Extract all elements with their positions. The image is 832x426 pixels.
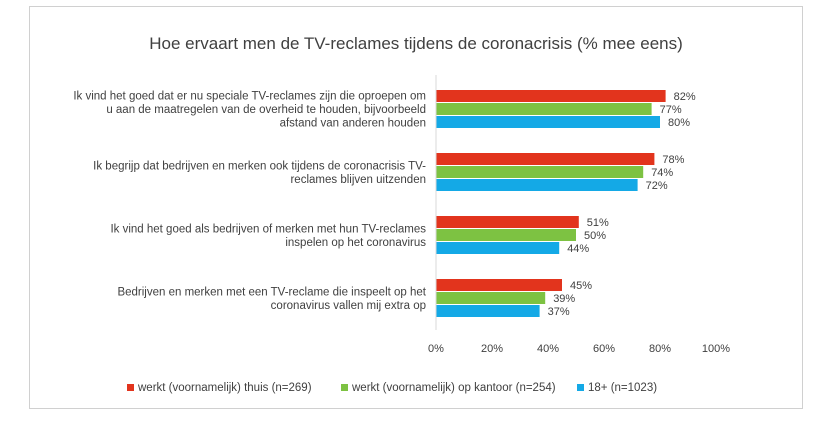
data-label: 78%: [662, 154, 684, 166]
data-label: 74%: [651, 167, 673, 179]
bar: [436, 242, 560, 254]
bar: [436, 103, 652, 115]
bar: [436, 216, 579, 228]
x-tick-label: 100%: [702, 343, 730, 355]
bar: [436, 292, 546, 304]
legend-swatch: [127, 384, 134, 391]
bar: [436, 179, 638, 191]
category-label: Ik begrijp dat bedrijven en merken ook t…: [93, 160, 426, 172]
data-label: 82%: [674, 91, 696, 103]
data-label: 44%: [567, 243, 589, 255]
data-label: 45%: [570, 280, 592, 292]
category-label: inspelen op het coronavirus: [285, 237, 426, 249]
category-label: Ik vind het goed dat er nu speciale TV-r…: [73, 91, 426, 103]
bar: [436, 153, 655, 165]
legend-swatch: [341, 384, 348, 391]
data-label: 80%: [668, 117, 690, 129]
legend-label: werkt (voornamelijk) op kantoor (n=254): [351, 382, 556, 394]
category-label: coronavirus vallen mij extra op: [271, 300, 426, 312]
chart-frame: Hoe ervaart men de TV-reclames tijdens d…: [29, 6, 803, 409]
bar: [436, 279, 562, 291]
data-label: 39%: [553, 293, 575, 305]
category-label: u aan de maatregelen van de overheid te …: [106, 104, 426, 116]
data-label: 50%: [584, 230, 606, 242]
bar: [436, 116, 660, 128]
bar: [436, 90, 666, 102]
chart-title: Hoe ervaart men de TV-reclames tijdens d…: [149, 34, 683, 53]
x-tick-label: 60%: [593, 343, 615, 355]
category-label: afstand van anderen houden: [280, 118, 426, 130]
data-label: 77%: [660, 104, 682, 116]
data-label: 37%: [548, 306, 570, 318]
category-label: reclames blijven uitzenden: [290, 174, 426, 186]
data-label: 51%: [587, 217, 609, 229]
legend-label: 18+ (n=1023): [588, 382, 657, 394]
bar-chart: Hoe ervaart men de TV-reclames tijdens d…: [73, 34, 730, 394]
bar: [436, 229, 576, 241]
bar: [436, 166, 644, 178]
bar: [436, 305, 540, 317]
category-label: Bedrijven en merken met een TV-reclame d…: [117, 286, 426, 298]
x-tick-label: 20%: [481, 343, 503, 355]
legend-label: werkt (voornamelijk) thuis (n=269): [137, 382, 312, 394]
category-label: Ik vind het goed als bedrijven of merken…: [110, 223, 426, 235]
x-tick-label: 80%: [649, 343, 671, 355]
x-tick-label: 40%: [537, 343, 559, 355]
data-label: 72%: [646, 180, 668, 192]
legend-swatch: [577, 384, 584, 391]
x-tick-label: 0%: [428, 343, 444, 355]
